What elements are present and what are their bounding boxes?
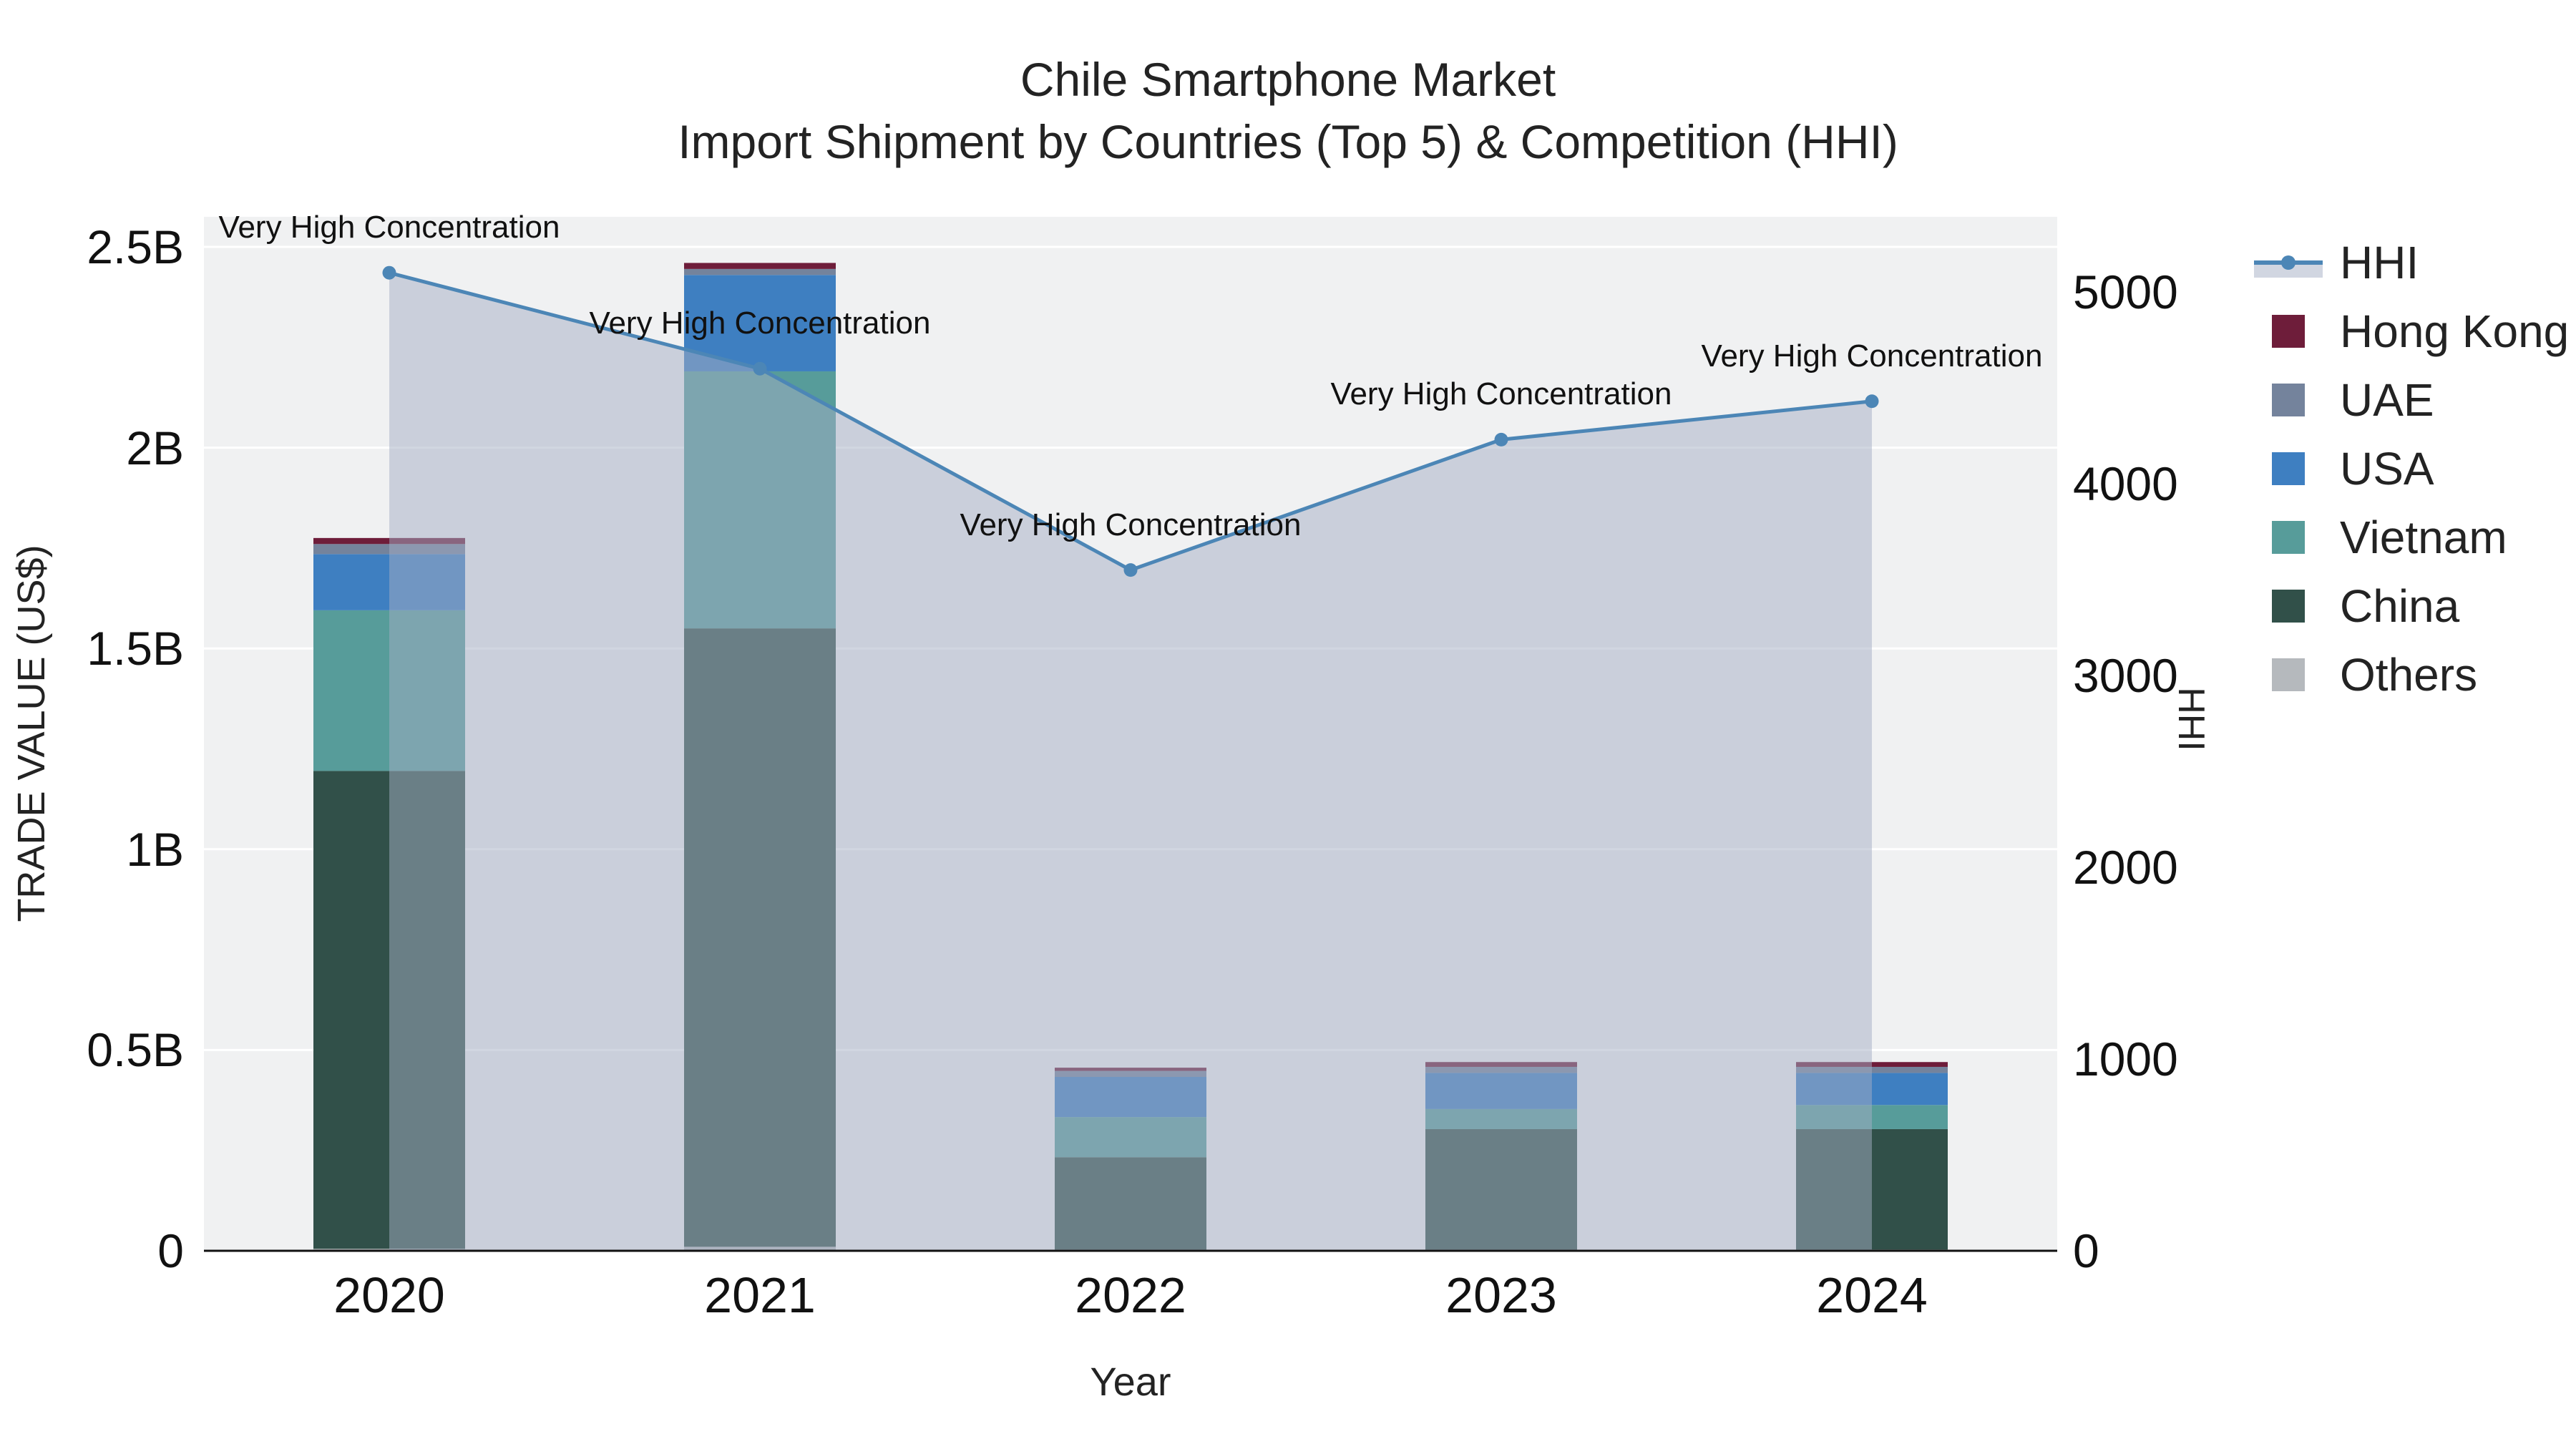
legend-item-hong-kong[interactable]: Hong Kong [2254,305,2569,358]
color-swatch-icon [2254,384,2323,416]
hhi-marker-2022 [1123,563,1138,577]
color-swatch-icon [2254,521,2323,554]
legend-item-usa[interactable]: USA [2254,442,2569,495]
x-axis-title: Year [1090,1359,1171,1404]
hhi-line-marker-icon [2254,246,2323,279]
legend-label: China [2340,580,2460,632]
chart-title-line2: Import Shipment by Countries (Top 5) & C… [678,115,1898,169]
chart-title: Chile Smartphone Market Import Shipment … [0,49,2576,173]
hhi-area-fill [389,273,1872,1252]
legend-label: UAE [2340,374,2434,426]
legend-label: HHI [2340,237,2419,288]
legend-label: Hong Kong [2340,306,2570,357]
legend-label: USA [2340,443,2434,494]
chart-title-line1: Chile Smartphone Market [1020,53,1556,106]
bar-segment-uae-2021 [684,268,836,275]
legend: HHI Hong Kong UAE USA Vietnam China Others [2254,236,2569,701]
legend-item-china[interactable]: China [2254,580,2569,633]
legend-label: Vietnam [2340,512,2507,563]
legend-item-others[interactable]: Others [2254,648,2569,701]
color-swatch-icon [2254,452,2323,485]
color-swatch-icon [2254,590,2323,623]
legend-item-hhi[interactable]: HHI [2254,236,2569,289]
bar-segment-hong-kong-2021 [684,263,836,269]
hhi-marker-2021 [753,361,767,376]
hhi-marker-2023 [1494,432,1508,447]
legend-label: Others [2340,649,2478,701]
color-swatch-icon [2254,315,2323,348]
hhi-marker-2020 [382,265,396,280]
color-swatch-icon [2254,658,2323,691]
legend-item-uae[interactable]: UAE [2254,374,2569,426]
legend-item-vietnam[interactable]: Vietnam [2254,511,2569,564]
hhi-marker-2024 [1865,394,1879,409]
